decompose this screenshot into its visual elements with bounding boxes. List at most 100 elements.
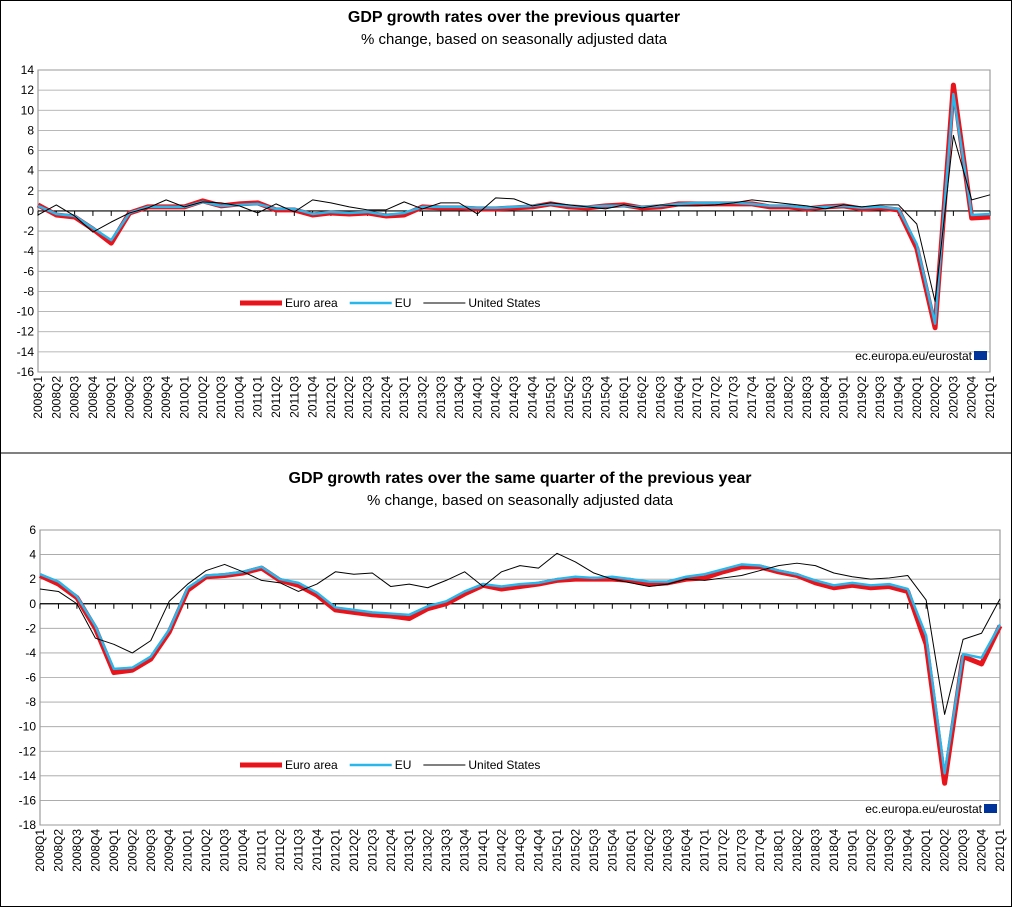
x-tick-label: 2010Q2 (196, 376, 210, 419)
x-tick-label: 2017Q3 (727, 376, 741, 419)
x-tick-label: 2012Q2 (347, 829, 361, 872)
x-tick-label: 2011Q1 (251, 376, 265, 418)
x-tick-label: 2009Q3 (141, 376, 155, 419)
y-tick-label: -10 (19, 720, 37, 734)
y-tick-label: 4 (29, 548, 36, 562)
x-tick-label: 2018Q1 (763, 376, 777, 419)
x-tick-label: 2020Q1 (919, 829, 933, 872)
x-tick-label: 2009Q3 (144, 829, 158, 872)
x-tick-label: 2017Q2 (716, 829, 730, 872)
x-tick-label: 2017Q2 (708, 376, 722, 419)
series-line (39, 563, 1002, 775)
eu-flag (974, 351, 987, 360)
x-tick-label: 2015Q2 (568, 829, 582, 872)
x-tick-label: 2015Q1 (544, 376, 558, 419)
x-tick-label: 2015Q4 (605, 829, 619, 872)
x-tick-label: 2015Q4 (599, 376, 613, 419)
legend-label: Euro area (285, 296, 338, 310)
legend-label: Euro area (285, 758, 338, 772)
x-tick-label: 2017Q4 (753, 829, 767, 872)
y-tick-label: 6 (29, 523, 36, 537)
x-tick-label: 2011Q1 (255, 829, 269, 871)
x-tick-label: 2018Q3 (808, 829, 822, 872)
y-tick-label: -16 (17, 365, 35, 379)
x-tick-label: 2014Q4 (531, 829, 545, 872)
y-tick-label: -12 (17, 325, 35, 339)
x-tick-label: 2010Q3 (214, 376, 228, 419)
x-tick-label: 2012Q2 (342, 376, 356, 419)
x-tick-label: 2011Q4 (306, 376, 320, 418)
legend-label: United States (468, 296, 540, 310)
x-tick-label: 2018Q4 (818, 376, 832, 419)
x-tick-label: 2020Q2 (928, 376, 942, 419)
x-tick-label: 2015Q2 (562, 376, 576, 419)
x-tick-label: 2016Q4 (672, 376, 686, 419)
x-tick-label: 2020Q2 (938, 829, 952, 872)
y-tick-label: -12 (19, 744, 37, 758)
chart-title: GDP growth rates over the same quarter o… (289, 470, 752, 487)
x-tick-label: 2019Q1 (837, 376, 851, 419)
x-tick-label: 2020Q4 (975, 829, 989, 872)
x-tick-label: 2019Q3 (873, 376, 887, 419)
x-tick-label: 2011Q4 (310, 829, 324, 871)
x-tick-label: 2012Q1 (324, 376, 338, 419)
x-tick-label: 2020Q1 (910, 376, 924, 419)
plot-area (37, 69, 991, 373)
x-tick-label: 2009Q1 (104, 376, 118, 419)
y-tick-label: 14 (21, 63, 35, 77)
chart-subtitle: % change, based on seasonally adjusted d… (367, 492, 674, 509)
x-tick-label: 2021Q1 (983, 376, 997, 419)
source-label: ec.europa.eu/eurostat (865, 802, 982, 816)
x-tick-label: 2018Q2 (782, 376, 796, 419)
x-tick-label: 2011Q2 (273, 829, 287, 871)
x-tick-label: 2015Q1 (550, 829, 564, 872)
x-tick-label: 2010Q4 (236, 829, 250, 872)
x-tick-label: 2018Q3 (800, 376, 814, 419)
y-tick-label: -10 (17, 305, 35, 319)
x-tick-label: 2017Q1 (690, 376, 704, 419)
x-tick-label: 2013Q4 (458, 829, 472, 872)
y-tick-label: -4 (23, 244, 34, 258)
x-tick-label: 2013Q4 (452, 376, 466, 419)
legend-label: EU (395, 758, 412, 772)
x-tick-label: 2008Q1 (31, 376, 45, 419)
y-tick-label: -14 (19, 769, 37, 783)
x-tick-label: 2020Q3 (946, 376, 960, 419)
x-tick-label: 2014Q1 (476, 829, 490, 872)
x-tick-label: 2017Q3 (735, 829, 749, 872)
y-tick-label: -18 (19, 818, 37, 832)
x-tick-label: 2013Q1 (402, 829, 416, 872)
y-tick-label: 8 (27, 123, 34, 137)
x-tick-label: 2009Q1 (107, 829, 121, 872)
x-tick-label: 2015Q3 (580, 376, 594, 419)
x-tick-label: 2014Q3 (507, 376, 521, 419)
x-tick-label: 2019Q1 (845, 829, 859, 872)
x-tick-label: 2009Q4 (162, 829, 176, 872)
x-tick-label: 2012Q3 (361, 376, 375, 419)
x-tick-label: 2013Q1 (397, 376, 411, 419)
x-tick-label: 2018Q2 (790, 829, 804, 872)
x-tick-label: 2010Q1 (181, 829, 195, 872)
x-tick-label: 2011Q3 (287, 376, 301, 418)
x-tick-label: 2008Q3 (70, 829, 84, 872)
x-tick-label: 2008Q3 (68, 376, 82, 419)
x-tick-label: 2016Q1 (617, 376, 631, 419)
x-tick-label: 2019Q2 (864, 829, 878, 872)
y-tick-label: 10 (21, 103, 35, 117)
x-tick-label: 2016Q3 (653, 376, 667, 419)
y-tick-label: 4 (27, 164, 34, 178)
x-tick-label: 2013Q3 (434, 376, 448, 419)
eu-flag (984, 804, 997, 813)
x-tick-label: 2020Q4 (965, 376, 979, 419)
series-line (37, 134, 991, 303)
y-tick-label: 2 (29, 572, 36, 586)
x-tick-label: 2012Q3 (365, 829, 379, 872)
x-tick-label: 2016Q4 (679, 829, 693, 872)
x-tick-label: 2010Q1 (177, 376, 191, 419)
x-tick-label: 2019Q2 (855, 376, 869, 419)
y-tick-label: 6 (27, 144, 34, 158)
y-tick-label: -2 (23, 224, 34, 238)
x-tick-label: 2017Q1 (698, 829, 712, 872)
x-tick-label: 2014Q2 (489, 376, 503, 419)
